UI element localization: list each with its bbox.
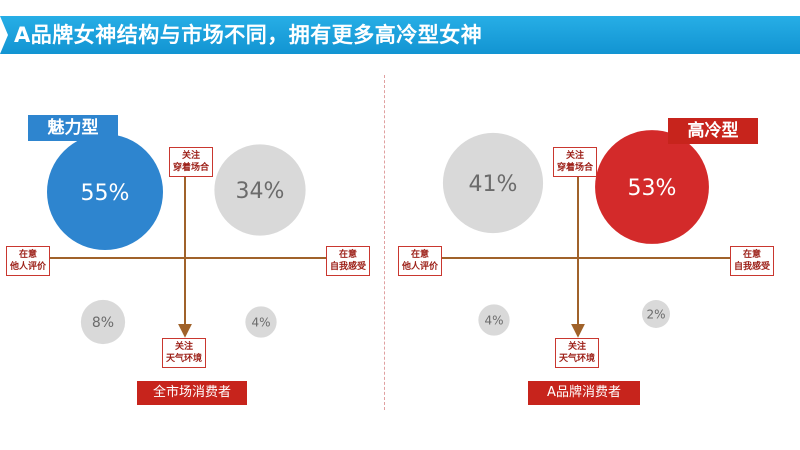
title-bar-notch	[0, 16, 8, 54]
axis-label-right: 在意 自我感受	[730, 246, 775, 276]
bubble-top-right	[595, 130, 709, 244]
bubble-bottom-right	[642, 300, 670, 328]
bubble-value-bottom-right: 4%	[251, 315, 270, 329]
badge-charm-type: 魅力型	[28, 115, 118, 141]
axis-label-right: 在意 自我感受	[326, 246, 371, 276]
bubble-value-top-left: 55%	[81, 181, 130, 206]
panel-all-market: 55% 34% 8% 4% 魅力型 关注 穿着场合 在意 他人评价 在意 自我感受 关…	[6, 115, 371, 405]
title-bar: A品牌女神结构与市场不同，拥有更多高冷型女神	[0, 16, 800, 54]
bubble-chart-all-market: 55% 34% 8% 4%	[15, 134, 355, 345]
bubble-value-top-right: 53%	[628, 176, 677, 201]
page-title: A品牌女神结构与市场不同，拥有更多高冷型女神	[14, 23, 483, 47]
axis-label-left: 在意 他人评价	[398, 246, 443, 276]
axis-label-bottom: 关注 天气环境	[555, 338, 600, 368]
bubble-value-top-left: 41%	[469, 172, 518, 197]
bubble-top-left	[442, 132, 544, 234]
panel-divider	[384, 75, 385, 410]
axis-label-top: 关注 穿着场合	[169, 147, 214, 177]
bubble-chart-brand-a: 41% 53% 4% 2%	[407, 130, 753, 338]
badge-cool-type: 高冷型	[668, 118, 758, 144]
axis-label-bottom: 关注 天气环境	[162, 338, 207, 368]
bubble-bottom-right	[245, 306, 277, 338]
bubble-value-top-right: 34%	[236, 179, 285, 204]
panel-brand-a: 41% 53% 4% 2% 高冷型 关注 穿着场合 在意 他人评价 在意 自我感受 关…	[398, 0, 800, 450]
bubble-bottom-left	[478, 304, 510, 336]
axis-label-top: 关注 穿着场合	[553, 147, 598, 177]
segment-label-brand-a: A品牌消费者	[528, 381, 640, 405]
axis-label-left: 在意 他人评价	[6, 246, 51, 276]
bubble-top-left	[47, 134, 163, 250]
bubble-top-right	[214, 144, 306, 236]
bubble-value-bottom-right: 2%	[646, 307, 665, 321]
bubble-bottom-left	[80, 299, 126, 345]
segment-label-all-market: 全市场消费者	[137, 381, 247, 405]
bubble-value-bottom-left: 4%	[484, 313, 503, 327]
bubble-value-bottom-left: 8%	[92, 315, 114, 331]
